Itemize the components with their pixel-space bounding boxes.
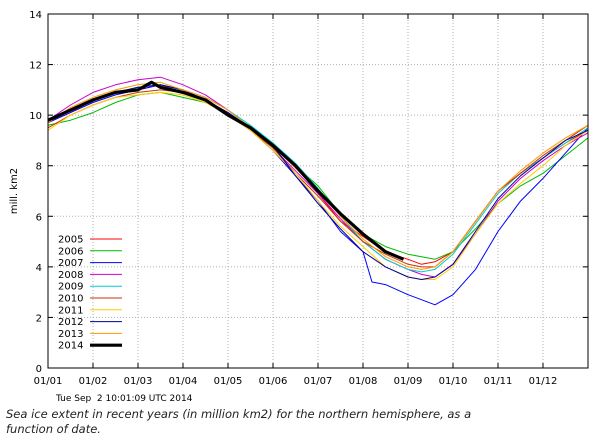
legend-label-2005: 2005 xyxy=(58,235,83,246)
legend-label-2009: 2009 xyxy=(58,282,83,293)
x-tick-label: 01/04 xyxy=(169,376,198,387)
y-axis-label: mill. km2 xyxy=(9,168,20,214)
series-line-2009 xyxy=(47,84,589,273)
series-line-2011 xyxy=(47,91,589,280)
legend-label-2011: 2011 xyxy=(58,305,83,316)
y-tick-label: 12 xyxy=(29,61,42,72)
sea-ice-chart: 0 2 4 6 8 10 12 14 01/01 01/02 01/03 01/04 01/05 01/0… xyxy=(9,10,589,404)
caption-line-2: function of date. xyxy=(6,422,101,436)
figure-caption: Sea ice extent in recent years (in milli… xyxy=(6,407,596,437)
y-tick-label: 10 xyxy=(29,111,42,122)
grid xyxy=(48,14,588,368)
legend-label-2014: 2014 xyxy=(58,341,83,352)
y-tick-label: 4 xyxy=(36,263,42,274)
legend-label-2006: 2006 xyxy=(58,246,83,257)
legend-label-2007: 2007 xyxy=(58,258,83,269)
series-layer xyxy=(47,76,589,306)
axis-ticks: 0 2 4 6 8 10 12 14 01/01 01/02 01/03 01/04 01/05 01/0… xyxy=(29,10,588,387)
x-tick-label: 01/11 xyxy=(484,376,513,387)
x-tick-label: 01/12 xyxy=(529,376,558,387)
x-tick-label: 01/08 xyxy=(349,376,378,387)
x-tick-label: 01/07 xyxy=(304,376,333,387)
series-line-2005 xyxy=(47,84,589,265)
x-tick-label: 01/10 xyxy=(439,376,468,387)
chart-container: 0 2 4 6 8 10 12 14 01/01 01/02 01/03 01/04 01/05 01/0… xyxy=(9,10,589,404)
y-tick-label: 0 xyxy=(36,364,42,375)
series-line-2007 xyxy=(47,84,589,306)
x-tick-label: 01/02 xyxy=(79,376,108,387)
legend-label-2012: 2012 xyxy=(58,317,83,328)
y-tick-label: 6 xyxy=(36,212,42,223)
x-tick-label: 01/03 xyxy=(124,376,153,387)
timestamp: Tue Sep 2 10:01:09 UTC 2014 xyxy=(55,394,193,404)
x-tick-label: 01/01 xyxy=(34,376,63,387)
y-tick-label: 14 xyxy=(29,10,42,21)
y-tick-label: 8 xyxy=(36,162,42,173)
y-tick-label: 2 xyxy=(36,313,42,324)
legend-label-2008: 2008 xyxy=(58,270,83,281)
x-tick-label: 01/09 xyxy=(394,376,423,387)
caption-line-1: Sea ice extent in recent years (in milli… xyxy=(6,407,472,421)
legend-label-2010: 2010 xyxy=(58,294,83,305)
series-line-2006 xyxy=(47,91,589,260)
series-line-2008 xyxy=(47,76,589,278)
legend-label-2013: 2013 xyxy=(58,329,83,340)
series-line-2014 xyxy=(47,80,405,261)
x-tick-label: 01/05 xyxy=(214,376,243,387)
x-tick-label: 01/06 xyxy=(259,376,288,387)
